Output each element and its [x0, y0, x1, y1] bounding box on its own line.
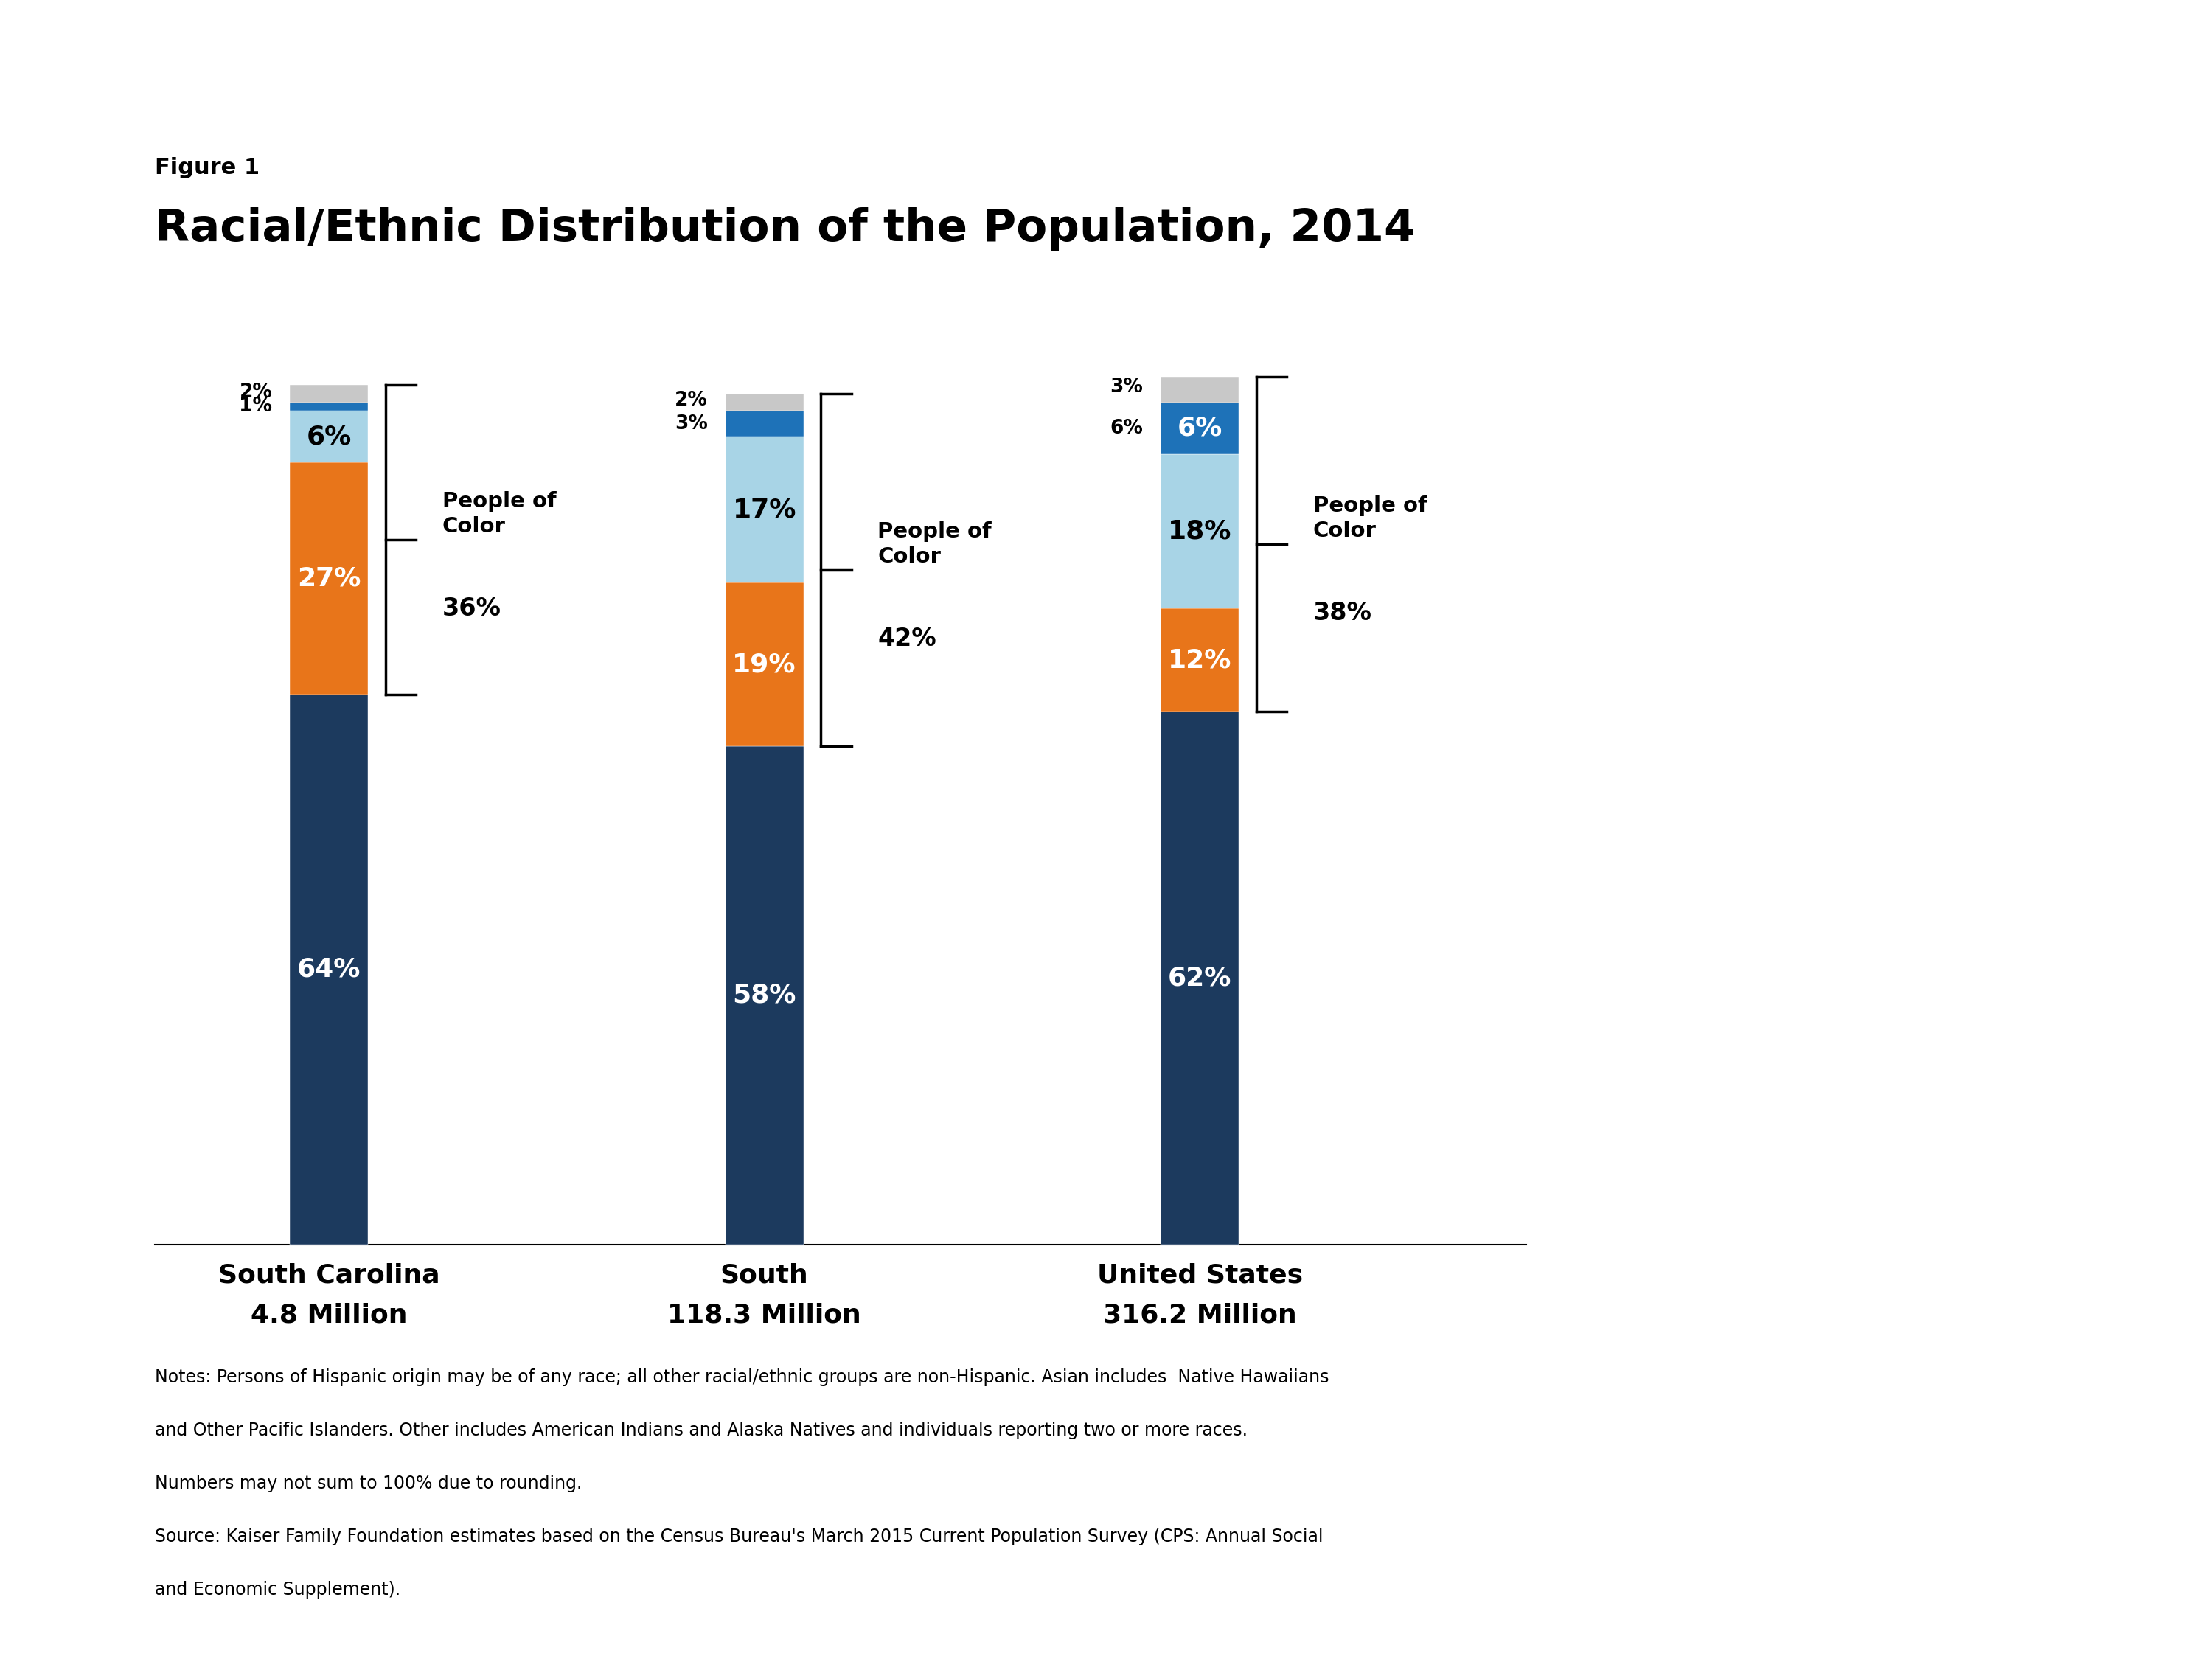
Bar [726, 411, 803, 436]
Text: 2%: 2% [239, 383, 272, 401]
Text: FOUNDATION: FOUNDATION [2000, 1581, 2068, 1591]
Text: 64%: 64% [296, 957, 361, 982]
Bar [290, 463, 367, 695]
Text: KAISER: KAISER [1997, 1475, 2070, 1491]
Bar [726, 393, 803, 411]
Text: People of
Color: People of Color [878, 521, 991, 567]
Text: 3%: 3% [1110, 377, 1144, 397]
Bar [290, 695, 367, 1244]
Text: THE HENRY J.: THE HENRY J. [2000, 1420, 2068, 1430]
Bar [290, 401, 367, 411]
Text: 19%: 19% [732, 652, 796, 677]
Text: Racial/Ethnic Distribution of the Population, 2014: Racial/Ethnic Distribution of the Popula… [155, 207, 1416, 251]
Text: 6%: 6% [1110, 418, 1144, 438]
Text: People of
Color: People of Color [1314, 494, 1427, 541]
Bar [1161, 403, 1239, 455]
Text: 27%: 27% [296, 566, 361, 591]
Bar [1161, 609, 1239, 712]
Bar [726, 436, 803, 582]
Bar [1161, 377, 1239, 401]
Text: and Economic Supplement).: and Economic Supplement). [155, 1581, 400, 1599]
Bar [726, 747, 803, 1244]
Text: 62%: 62% [1168, 966, 1232, 990]
Bar [1161, 712, 1239, 1244]
Bar [290, 385, 367, 401]
Text: 42%: 42% [878, 627, 936, 650]
Text: 4.8 Million: 4.8 Million [250, 1302, 407, 1327]
Text: 12%: 12% [1168, 647, 1232, 672]
Text: Figure 1: Figure 1 [155, 158, 259, 179]
Text: 316.2 Million: 316.2 Million [1104, 1302, 1296, 1327]
Text: 6%: 6% [307, 425, 352, 450]
Text: 118.3 Million: 118.3 Million [668, 1302, 860, 1327]
Text: FAMILY: FAMILY [2000, 1515, 2068, 1533]
Text: Notes: Persons of Hispanic origin may be of any race; all other racial/ethnic gr: Notes: Persons of Hispanic origin may be… [155, 1369, 1329, 1387]
Text: and Other Pacific Islanders. Other includes American Indians and Alaska Natives : and Other Pacific Islanders. Other inclu… [155, 1422, 1248, 1440]
Text: 2%: 2% [675, 392, 708, 410]
Text: 3%: 3% [675, 415, 708, 433]
Bar [726, 582, 803, 747]
Text: People of
Color: People of Color [442, 491, 555, 538]
Text: 17%: 17% [732, 498, 796, 523]
Text: 1%: 1% [239, 397, 272, 416]
Bar [290, 411, 367, 463]
Text: 36%: 36% [442, 596, 502, 620]
Text: Source: Kaiser Family Foundation estimates based on the Census Bureau's March 20: Source: Kaiser Family Foundation estimat… [155, 1528, 1323, 1546]
Text: 6%: 6% [1177, 415, 1223, 441]
Text: 58%: 58% [732, 982, 796, 1007]
Text: 38%: 38% [1314, 601, 1371, 625]
Text: 18%: 18% [1168, 519, 1232, 544]
Text: Numbers may not sum to 100% due to rounding.: Numbers may not sum to 100% due to round… [155, 1475, 582, 1493]
Bar [1161, 455, 1239, 609]
